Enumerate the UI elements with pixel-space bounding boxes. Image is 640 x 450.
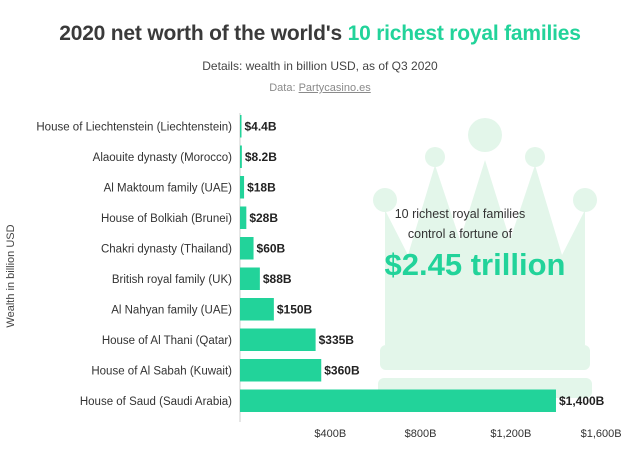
chart-title: 2020 net worth of the world's 10 richest…: [0, 22, 640, 46]
bar[interactable]: [240, 267, 260, 291]
source-link[interactable]: Partycasino.es: [298, 82, 371, 94]
data-source: Data: Partycasino.es: [0, 82, 640, 94]
callout-line-2: control a fortune of: [407, 227, 513, 241]
data-label: $60B: [257, 241, 286, 255]
x-tick-label: $800B: [405, 428, 437, 440]
bar[interactable]: [240, 206, 247, 230]
category-label: Chakri dynasty (Thailand): [101, 243, 232, 255]
bar[interactable]: [240, 115, 242, 138]
title-accent: 10 richest royal families: [347, 22, 581, 45]
category-label: House of Saud (Saudi Arabia): [80, 396, 232, 408]
x-tick-label: $1,200B: [490, 428, 531, 440]
category-label: Al Nahyan family (UAE): [111, 304, 232, 316]
data-label: $335B: [319, 333, 355, 347]
data-label: $28B: [249, 211, 278, 225]
callout-amount: $2.45 trillion: [384, 247, 566, 282]
category-label: Al Maktoum family (UAE): [104, 182, 233, 194]
x-tick-label: $400B: [314, 428, 346, 440]
bar[interactable]: [240, 328, 316, 352]
bar[interactable]: [240, 176, 245, 199]
chart-subtitle: Details: wealth in billion USD, as of Q3…: [202, 59, 438, 73]
bar[interactable]: [240, 298, 274, 321]
data-label: $360B: [324, 363, 360, 377]
data-label: $18B: [247, 180, 276, 194]
bar[interactable]: [240, 389, 556, 413]
data-label: $8.2B: [245, 150, 277, 164]
category-label: Alaouite dynasty (Morocco): [93, 152, 233, 164]
callout-line-1: 10 richest royal families: [394, 207, 526, 221]
data-label: $1,400B: [559, 394, 605, 408]
bar[interactable]: [240, 359, 322, 382]
callout-text: 10 richest royal families control a fort…: [370, 204, 550, 244]
category-label: House of Al Sabah (Kuwait): [91, 365, 232, 377]
bar[interactable]: [240, 237, 254, 260]
category-label: House of Bolkiah (Brunei): [101, 213, 232, 225]
x-tick-label: $1,600B: [581, 428, 622, 440]
category-label: British royal family (UK): [112, 274, 232, 286]
title-main: 2020 net worth of the world's: [59, 22, 348, 45]
bar[interactable]: [240, 145, 242, 169]
category-label: House of Al Thani (Qatar): [102, 335, 232, 347]
data-label: $88B: [263, 272, 292, 286]
source-prefix: Data:: [269, 82, 299, 94]
data-label: $150B: [277, 302, 313, 316]
category-label: House of Liechtenstein (Liechtenstein): [36, 121, 232, 133]
data-label: $4.4B: [245, 119, 277, 133]
